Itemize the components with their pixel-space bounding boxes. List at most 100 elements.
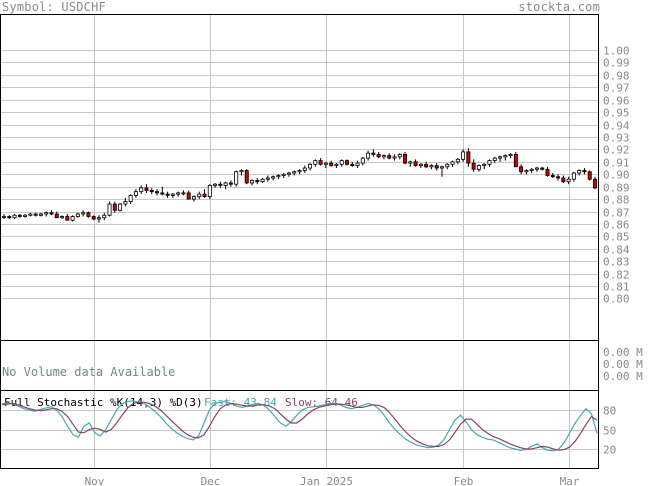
x-tick-label: Mar [560,475,580,486]
symbol-label: Symbol: USDCHF [2,0,106,14]
candle-body [345,160,349,165]
candle-body [519,166,524,173]
candle [577,169,582,176]
candle [397,153,402,160]
candle-body [508,153,513,157]
candle-body [165,193,170,196]
candle [144,184,149,193]
stochastic-tick-label: 50 [603,425,616,438]
candle [376,151,381,159]
candle-body [250,180,254,184]
candle [75,212,80,218]
candle [418,163,423,169]
candle [2,214,6,219]
candle [329,160,334,167]
candle [260,177,265,183]
price-tick-label: 0.83 [603,256,630,269]
candle-body [207,185,212,198]
candle-body [112,203,117,211]
candle [218,181,223,188]
candle-body [582,170,587,173]
candle [529,168,534,174]
price-tick-label: 0.89 [603,182,630,195]
stochastic-y-axis: 80 50 20 [603,405,616,457]
candle-body [75,213,80,217]
candle-body [265,177,270,180]
candle [102,212,107,221]
candle [160,186,165,196]
candle [297,169,302,175]
candle [86,211,91,218]
candle-body [44,212,49,215]
volume-tick-label: 0.00 M [603,370,643,383]
candle-body [445,163,450,168]
price-tick-label: 0.84 [603,244,630,257]
price-vertical-grid [94,15,570,340]
candle [96,215,101,223]
candle-body [54,213,59,219]
candle-body [360,157,365,164]
candle-body [413,161,418,166]
candle-body [487,160,492,165]
candle [408,160,413,167]
candle-body [392,156,397,159]
candle-body [118,203,123,211]
candle-body [587,171,592,180]
candle [445,163,450,170]
candle-body [123,201,128,205]
candle-body [286,172,291,175]
candle-body [329,162,334,166]
candle-body [86,212,91,217]
candle-body [2,216,6,218]
candle-body [33,213,38,216]
candle-body [12,214,17,219]
candle-body [49,212,54,215]
stochastic-fast-label: Fast: 43.84 [204,396,277,409]
candle-body [155,191,160,194]
stochastic-line-fast [1,400,598,452]
candle-body [239,170,244,173]
candle [281,173,286,178]
price-panel: 1.000.990.980.970.960.950.940.930.920.91… [0,14,630,341]
candle [49,210,54,216]
stochastic-panel-frame [0,390,599,469]
price-tick-label: 0.96 [603,95,630,108]
candle [424,161,429,169]
candle-body [223,182,228,186]
candle-body [556,176,561,179]
candle-body [593,178,597,189]
candle-body [23,214,28,217]
candle [476,164,481,172]
candle-body [281,173,286,176]
candle [91,215,96,221]
price-tick-label: 0.88 [603,194,630,207]
stochastic-tick-label: 80 [603,405,616,418]
candle-body [561,177,566,183]
candle-body [70,216,75,221]
candle-body [318,160,323,165]
candle-body [228,182,233,185]
candle [118,202,123,212]
candle [81,210,86,217]
site-watermark: stockta.com [518,0,600,14]
candle-body [28,213,33,216]
stochastic-slow-label: Slow: 64.46 [285,396,358,409]
candle-body [176,192,181,195]
candle [503,154,508,161]
price-tick-label: 0.94 [603,120,630,133]
volume-vertical-grid [94,341,570,390]
candle-body [376,153,381,158]
candle-body [60,216,65,219]
price-tick-label: 0.86 [603,219,630,232]
candle-body [260,178,265,183]
candle [593,176,597,190]
volume-tick-label: 0.00 M [603,358,643,371]
candle-body [418,163,423,166]
candle [587,170,592,181]
candle [323,161,328,169]
candle [191,195,196,202]
candle [54,211,59,219]
candle [313,159,318,167]
candle-body [540,167,545,170]
